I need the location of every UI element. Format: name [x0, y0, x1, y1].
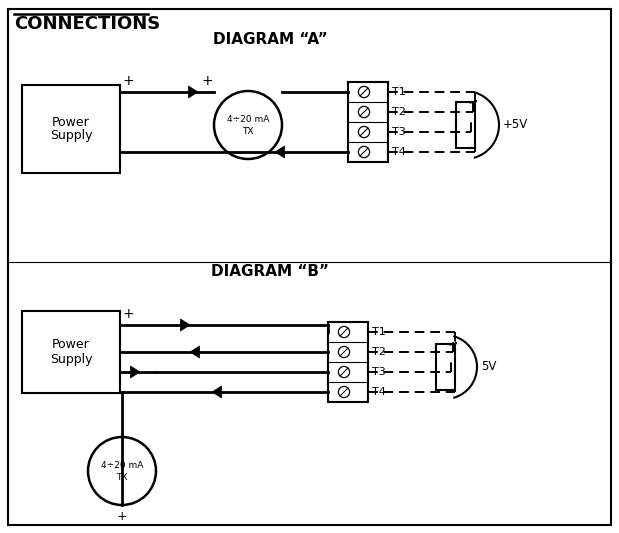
Polygon shape: [190, 346, 199, 358]
Text: DIAGRAM “A”: DIAGRAM “A”: [212, 31, 327, 46]
Text: +5V: +5V: [503, 118, 528, 132]
Text: Power: Power: [52, 338, 90, 351]
Circle shape: [358, 147, 370, 158]
Text: +: +: [123, 74, 134, 88]
Bar: [348, 82, 388, 162]
Polygon shape: [180, 319, 190, 331]
Text: T3: T3: [372, 367, 386, 377]
Circle shape: [358, 107, 370, 118]
Text: T2: T2: [392, 107, 406, 117]
Circle shape: [358, 126, 370, 138]
Text: TX: TX: [116, 472, 128, 481]
Polygon shape: [275, 146, 285, 158]
Text: Supply: Supply: [50, 130, 92, 142]
Text: T1: T1: [372, 327, 386, 337]
Bar: [436, 344, 455, 390]
Bar: [22, 85, 120, 173]
Text: 5V: 5V: [481, 360, 496, 374]
Bar: [22, 311, 120, 393]
Text: T2: T2: [372, 347, 386, 357]
Text: T3: T3: [392, 127, 405, 137]
Text: TX: TX: [242, 126, 254, 135]
Text: +: +: [201, 74, 213, 88]
Text: DIAGRAM “B”: DIAGRAM “B”: [211, 263, 329, 279]
Text: Power: Power: [52, 116, 90, 128]
Circle shape: [339, 386, 350, 398]
Text: CONNECTIONS: CONNECTIONS: [14, 15, 160, 33]
Text: 4÷20 mA: 4÷20 mA: [227, 116, 269, 125]
Circle shape: [214, 91, 282, 159]
Circle shape: [88, 437, 156, 505]
Bar: [456, 102, 475, 148]
Text: +: +: [117, 510, 128, 523]
Text: T1: T1: [392, 87, 405, 97]
Polygon shape: [212, 386, 222, 398]
Circle shape: [339, 326, 350, 337]
Polygon shape: [131, 366, 140, 378]
Text: +: +: [123, 307, 134, 321]
Text: T4: T4: [372, 387, 386, 397]
Circle shape: [339, 346, 350, 358]
Circle shape: [339, 366, 350, 377]
Text: 4÷20 mA: 4÷20 mA: [101, 462, 143, 471]
Polygon shape: [188, 86, 198, 98]
Text: T4: T4: [392, 147, 406, 157]
Text: Supply: Supply: [50, 352, 92, 366]
Bar: [328, 322, 368, 402]
Circle shape: [358, 86, 370, 98]
